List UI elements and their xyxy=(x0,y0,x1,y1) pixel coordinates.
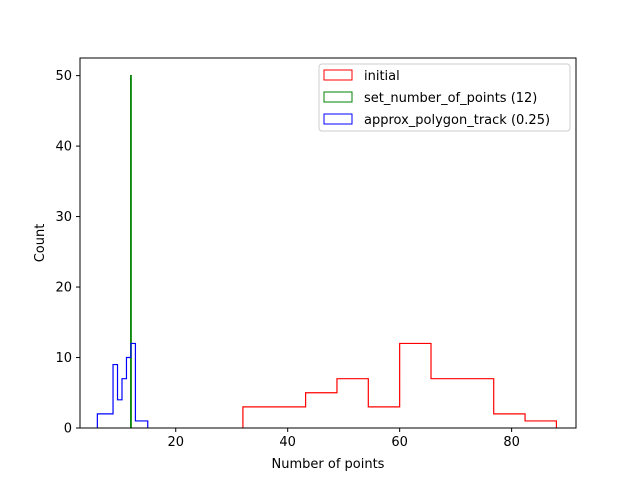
y-tick-label: 30 xyxy=(55,210,72,225)
legend-frame xyxy=(318,63,571,132)
y-tick-label: 50 xyxy=(55,69,72,84)
legend-label-initial: initial xyxy=(364,69,400,84)
y-tick-label: 0 xyxy=(64,422,72,437)
ticks-layer: 20 40 60 80 0 10 20 30 40 50 xyxy=(55,69,519,450)
y-tick-label: 40 xyxy=(55,140,72,155)
y-tick-label: 10 xyxy=(55,351,72,366)
axes-frame xyxy=(79,57,577,429)
legend-label-approx-polygon-track: approx_polygon_track (0.25) xyxy=(364,113,550,128)
x-tick-label: 40 xyxy=(279,435,296,450)
histogram-step-series-0 xyxy=(242,342,558,428)
x-tick-label: 60 xyxy=(391,435,408,450)
histogram-step-series-2 xyxy=(96,342,149,428)
legend-label-set-number-of-points: set_number_of_points (12) xyxy=(364,91,537,106)
x-tick-label: 80 xyxy=(503,435,520,450)
legend-swatch-set-number-of-points xyxy=(323,91,353,103)
y-axis-label: Count xyxy=(33,224,48,263)
x-axis-label: Number of points xyxy=(272,457,385,472)
histogram-step-series-1 xyxy=(130,75,132,428)
legend: initial set_number_of_points (12) approx… xyxy=(318,63,571,132)
y-tick-label: 20 xyxy=(55,281,72,296)
series-layer xyxy=(96,75,558,428)
legend-swatch-approx-polygon-track xyxy=(323,113,353,125)
legend-swatch-initial xyxy=(323,69,353,81)
x-tick-label: 20 xyxy=(167,435,184,450)
